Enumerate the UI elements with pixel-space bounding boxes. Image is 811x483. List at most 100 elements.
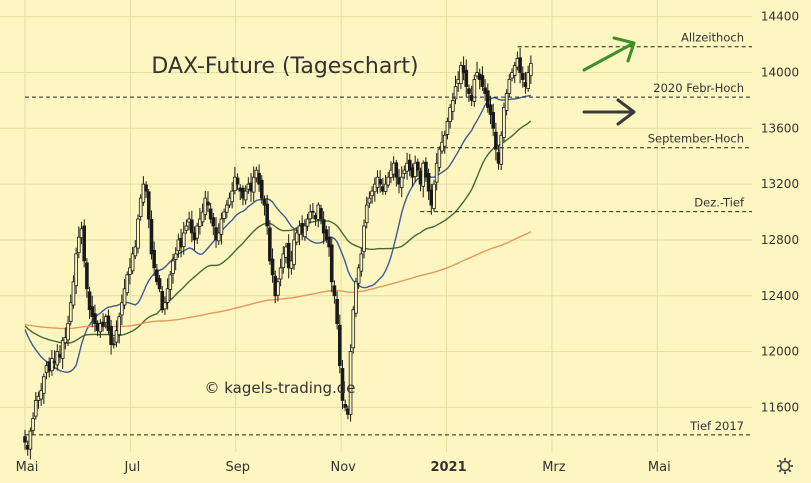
candle-body (68, 302, 73, 322)
arrow-up-head (612, 36, 636, 63)
candle-body (144, 184, 148, 192)
candle-body (71, 281, 76, 306)
candle-body (278, 267, 283, 280)
candle-body (109, 326, 113, 345)
candle-body (122, 288, 127, 306)
candle-body (208, 208, 213, 220)
candle-body (198, 218, 202, 227)
candle-body (294, 232, 299, 243)
candle-body (348, 351, 353, 415)
candle-body (445, 120, 450, 135)
candle-body (520, 72, 525, 80)
y-tick-label: 13600 (761, 121, 799, 135)
candle-body (356, 267, 361, 284)
candle-body (106, 315, 111, 332)
candle-body (303, 225, 307, 238)
x-tick-label: Jul (124, 460, 141, 475)
candle-body (268, 227, 272, 262)
candle-body (491, 111, 495, 129)
candle-body (329, 244, 334, 283)
candle-body (90, 306, 95, 318)
x-tick-label: Mrz (542, 460, 566, 475)
candle-body (211, 217, 216, 227)
candle-body (394, 162, 399, 178)
candle-body (33, 399, 38, 417)
candle-body (494, 131, 498, 150)
candle-body (426, 173, 431, 192)
candle-body (130, 253, 135, 272)
candle-body (74, 253, 78, 286)
candle-body (332, 285, 337, 297)
arrow-flat-head (616, 98, 636, 126)
candle-body (351, 309, 356, 349)
candle-body (203, 197, 208, 215)
candle-body (472, 79, 477, 102)
candle-body (512, 65, 517, 76)
y-tick-label: 12000 (761, 345, 799, 359)
candle-body (120, 302, 124, 316)
candle-body (459, 65, 463, 84)
candle-body (370, 190, 374, 197)
candle-body (319, 208, 323, 220)
candle-body (157, 278, 162, 290)
candle-body (251, 176, 256, 193)
candle-body (308, 211, 313, 220)
candle-body (343, 404, 347, 408)
sma-mid-line (24, 120, 532, 344)
candle-body (311, 210, 315, 213)
candle-body (60, 339, 65, 359)
candle-body (195, 225, 200, 239)
candle-body (152, 249, 156, 269)
candle-body (160, 291, 165, 311)
candle-body (286, 242, 291, 269)
candle-body (146, 191, 151, 220)
y-tick-label: 14000 (761, 66, 799, 80)
settings-icon-ring (779, 460, 791, 472)
candle-body (28, 430, 33, 450)
candle-body (378, 179, 382, 185)
sma-fast-line (24, 94, 532, 373)
candle-body (321, 219, 326, 234)
candle-body (526, 72, 530, 90)
settings-icon[interactable] (777, 458, 793, 474)
candle-body (480, 75, 485, 87)
candles (23, 47, 533, 460)
candle-body (171, 260, 175, 274)
candle-body (453, 86, 458, 100)
candle-body (327, 236, 331, 248)
candle-body (434, 162, 439, 183)
x-tick-label: Sep (226, 460, 251, 475)
candle-body (372, 183, 377, 193)
candle-body (200, 211, 205, 223)
x-tick-label: Mai (648, 460, 671, 475)
candle-body (87, 291, 92, 311)
candle-body (141, 183, 146, 203)
candle-body (386, 176, 391, 186)
candle-body (507, 79, 512, 94)
y-tick-label: 11600 (761, 400, 799, 414)
candle-body (364, 204, 369, 224)
candle-body (340, 368, 345, 401)
y-tick-label: 12400 (761, 289, 799, 303)
candle-body (216, 232, 221, 242)
candle-body (173, 253, 178, 260)
candle-body (461, 65, 466, 73)
level-label: Allzeithoch (681, 31, 744, 45)
candle-body (42, 376, 46, 394)
candle-body (437, 148, 442, 168)
candle-body (383, 183, 388, 192)
candle-body (31, 418, 35, 431)
candle-body (448, 107, 452, 122)
time-axis: Mai Jul Sep Nov 2021 Mrz Mai (16, 460, 671, 475)
candle-body (262, 199, 267, 206)
chart-title: DAX-Future (Tageschart) (151, 54, 418, 79)
candle-body (518, 57, 522, 73)
candle-body (235, 177, 240, 185)
candle-body (66, 323, 70, 341)
candle-body (206, 201, 210, 206)
candle-body (486, 90, 490, 108)
candle-body (335, 299, 339, 325)
candle-body (416, 161, 420, 171)
price-axis: 11600 12000 12400 12800 13200 13600 14000 14400 (761, 10, 799, 415)
